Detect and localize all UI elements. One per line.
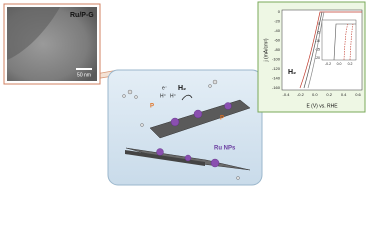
inset-y-tick-label: -5	[317, 30, 320, 34]
y-tick-label: -80	[274, 47, 281, 52]
y-axis-label: j (mA/cm²)	[263, 38, 269, 62]
y-tick-label: -40	[274, 28, 281, 33]
reaction-arrow	[181, 94, 193, 101]
x-tick-label: 0.2	[326, 92, 332, 97]
product-label: H₂	[288, 69, 296, 76]
h2-label: H₂	[178, 85, 186, 92]
x-tick-label: -0.4	[283, 92, 291, 97]
proton: H⁺	[170, 93, 177, 99]
molecules	[122, 79, 240, 180]
figure: Ru/P-G 50 nm e⁻ H⁺ H⁺ H₂ P P Ru NPs j (m…	[3, 1, 366, 186]
x-tick-label: 0.0	[312, 92, 318, 97]
proton: H⁺	[160, 93, 167, 99]
scale-label: 50 nm	[77, 72, 91, 78]
x-tick-label: -0.2	[297, 92, 305, 97]
inset-area	[321, 19, 357, 61]
p-label: P	[220, 116, 224, 122]
inset-y-tick-label: -20	[315, 56, 320, 60]
ru-label: Ru NPs	[214, 146, 236, 152]
inset-x-tick-label: 0.2	[348, 62, 353, 66]
inset-y-tick-label: 0	[318, 22, 320, 26]
inset-curves	[333, 23, 356, 61]
y-tick-label: -120	[272, 66, 281, 71]
scale-bar	[76, 68, 92, 70]
tem-label: Ru/P-G	[70, 12, 94, 19]
y-tick-label: -60	[274, 38, 281, 43]
y-tick-label: -100	[272, 57, 281, 62]
y-tick-label: -140	[272, 76, 281, 81]
ru-particles	[156, 102, 232, 168]
inset-x-tick-label: -0.2	[325, 62, 331, 66]
curves	[299, 11, 362, 89]
tem-edge	[7, 7, 60, 60]
y-tick-label: 0	[278, 9, 281, 14]
inset-x-tick-label: 0.0	[337, 62, 342, 66]
x-tick-label: 0.4	[341, 92, 347, 97]
x-tick-label: 0.6	[355, 92, 361, 97]
x-axis-label: E (V) vs. RHE	[306, 103, 338, 109]
electron: e⁻	[162, 85, 168, 91]
inset-y-tick-label: -10	[315, 39, 320, 43]
p-label: P	[150, 104, 154, 110]
y-tick-label: -160	[272, 85, 281, 90]
y-tick-label: -20	[274, 19, 281, 24]
inset-y-tick-label: -15	[315, 47, 320, 51]
